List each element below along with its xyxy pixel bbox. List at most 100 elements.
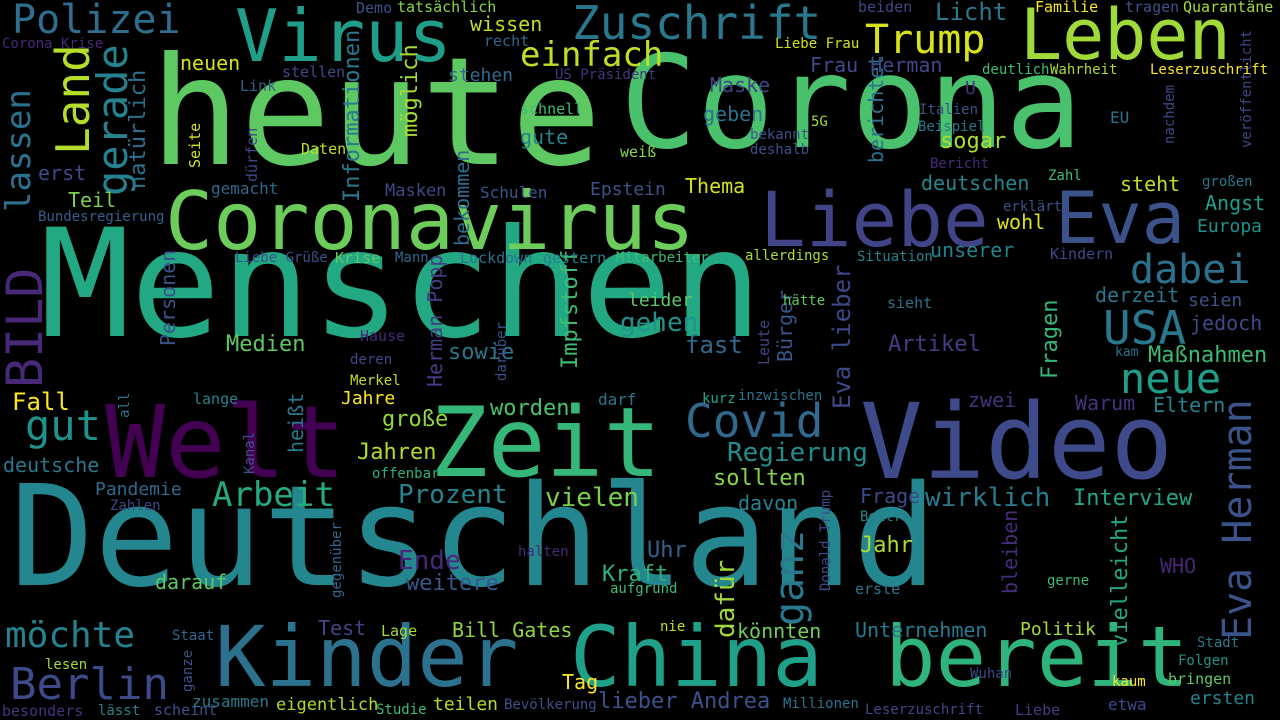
cloud-word: gegenüber: [329, 522, 345, 598]
cloud-word: bringen: [1168, 670, 1232, 688]
cloud-word: Europa: [1197, 216, 1263, 237]
cloud-word: Kraft: [602, 562, 669, 587]
cloud-word: Leserzuschrift: [1150, 62, 1269, 78]
cloud-word: darauf: [155, 570, 228, 594]
cloud-word: Fall: [12, 388, 70, 416]
cloud-word: Informationen: [340, 29, 365, 202]
cloud-word: Maßnahmen: [1148, 343, 1268, 368]
cloud-word: WHO: [1160, 554, 1197, 578]
cloud-word: nie: [660, 619, 686, 635]
cloud-word: Jahren: [357, 440, 437, 465]
cloud-word: U: [965, 78, 976, 99]
cloud-word: kaum: [1112, 674, 1146, 690]
cloud-word: Tag: [562, 670, 599, 694]
cloud-word: stehen: [448, 65, 514, 86]
cloud-word: dürfen: [243, 127, 261, 182]
cloud-word: bereit: [885, 608, 1189, 706]
cloud-word: Bevölkerung: [504, 697, 597, 713]
cloud-word: Licht: [935, 0, 1008, 26]
cloud-word: heißt: [284, 392, 308, 453]
cloud-word: Unternehmen: [855, 618, 988, 642]
cloud-word: jedoch: [1190, 311, 1263, 335]
cloud-word: leider: [628, 290, 694, 311]
cloud-word: Studie: [376, 702, 427, 718]
cloud-word: Lockdown: [460, 249, 533, 267]
cloud-word: Staat: [172, 628, 215, 644]
cloud-word: USA: [1103, 301, 1187, 355]
cloud-word: Leserzuschrift: [865, 702, 984, 718]
cloud-word: großen: [1202, 174, 1253, 190]
cloud-word: Regierung: [727, 438, 868, 468]
cloud-word: China: [570, 608, 823, 706]
cloud-word: Polizei: [12, 0, 181, 43]
cloud-word: Herman Popp: [423, 254, 447, 387]
cloud-word: lange: [193, 390, 239, 408]
cloud-word: Deutschland: [10, 456, 938, 619]
cloud-word: ganz: [767, 529, 813, 626]
cloud-word: darf: [598, 390, 637, 409]
cloud-word: heute: [150, 26, 602, 200]
cloud-word: derzeit: [1095, 283, 1180, 307]
cloud-word: halten: [518, 544, 569, 560]
cloud-word: Eva lieber: [828, 264, 856, 410]
cloud-word: all: [117, 392, 133, 418]
cloud-word: Eva: [1055, 176, 1186, 260]
cloud-word: Menschen: [40, 198, 763, 372]
cloud-word: wohl: [997, 210, 1046, 234]
cloud-word: könnten: [737, 619, 822, 643]
cloud-word: Stadt: [1197, 635, 1240, 651]
cloud-word: Angst: [1205, 191, 1266, 215]
cloud-word: Test: [318, 616, 367, 640]
cloud-word: bekommen: [450, 149, 474, 246]
cloud-word: Daten: [301, 140, 347, 158]
cloud-word: deutschen: [921, 171, 1030, 195]
cloud-word: sollten: [713, 466, 806, 491]
cloud-word: Link: [240, 77, 277, 95]
cloud-word: Bericht: [930, 156, 990, 172]
cloud-word: Corona: [620, 29, 1083, 178]
cloud-word: tatsächlich: [397, 0, 497, 16]
cloud-word: gehen: [620, 308, 699, 338]
cloud-word: gerne: [1047, 573, 1090, 589]
cloud-word: wirklich: [925, 483, 1051, 513]
cloud-word: Jahre: [341, 388, 396, 409]
cloud-word: dafür: [711, 559, 741, 638]
cloud-word: neue: [1120, 354, 1222, 403]
cloud-word: Schulen: [480, 183, 548, 202]
cloud-word: nachdem: [1162, 84, 1178, 144]
cloud-word: Bill Gates: [452, 618, 573, 642]
cloud-word: etwa: [1108, 695, 1147, 714]
cloud-word: recht: [484, 32, 530, 50]
cloud-word: Covid: [685, 394, 824, 448]
cloud-word: Warum: [1075, 391, 1136, 415]
cloud-word: Frage: [860, 484, 921, 508]
cloud-word: Artikel: [888, 332, 981, 357]
cloud-word: gute: [520, 125, 569, 149]
cloud-word: Prozent: [398, 480, 508, 510]
cloud-word: fast: [685, 331, 743, 359]
cloud-word: Donald Trump: [818, 489, 834, 591]
cloud-word: lieber Andrea: [598, 689, 771, 714]
cloud-word: zwei: [968, 388, 1017, 412]
cloud-word: Politik: [1020, 619, 1096, 640]
cloud-word: Krise: [335, 249, 381, 267]
cloud-word: möchte: [5, 615, 136, 656]
cloud-word: Interview: [1073, 486, 1193, 511]
cloud-word: gestern: [543, 249, 607, 267]
cloud-word: Hause: [360, 327, 406, 345]
cloud-word: Teil: [68, 188, 117, 212]
cloud-word: ganze: [180, 649, 196, 692]
cloud-word: unserer: [930, 238, 1015, 262]
cloud-word: Epstein: [590, 179, 666, 200]
cloud-word: weitere: [406, 571, 499, 596]
cloud-word: Impfstoff: [558, 249, 583, 369]
cloud-word: Arbeit: [212, 475, 335, 515]
cloud-word: eigentlich: [276, 695, 379, 715]
cloud-word: erst: [38, 161, 87, 185]
cloud-word: lässt: [98, 703, 141, 719]
cloud-word: teilen: [433, 694, 499, 715]
cloud-word: Merkel: [350, 373, 401, 389]
cloud-word: Coronavirus: [165, 175, 695, 268]
cloud-word: Liebe Frau: [775, 36, 860, 52]
cloud-word: Zahl: [1048, 168, 1082, 184]
